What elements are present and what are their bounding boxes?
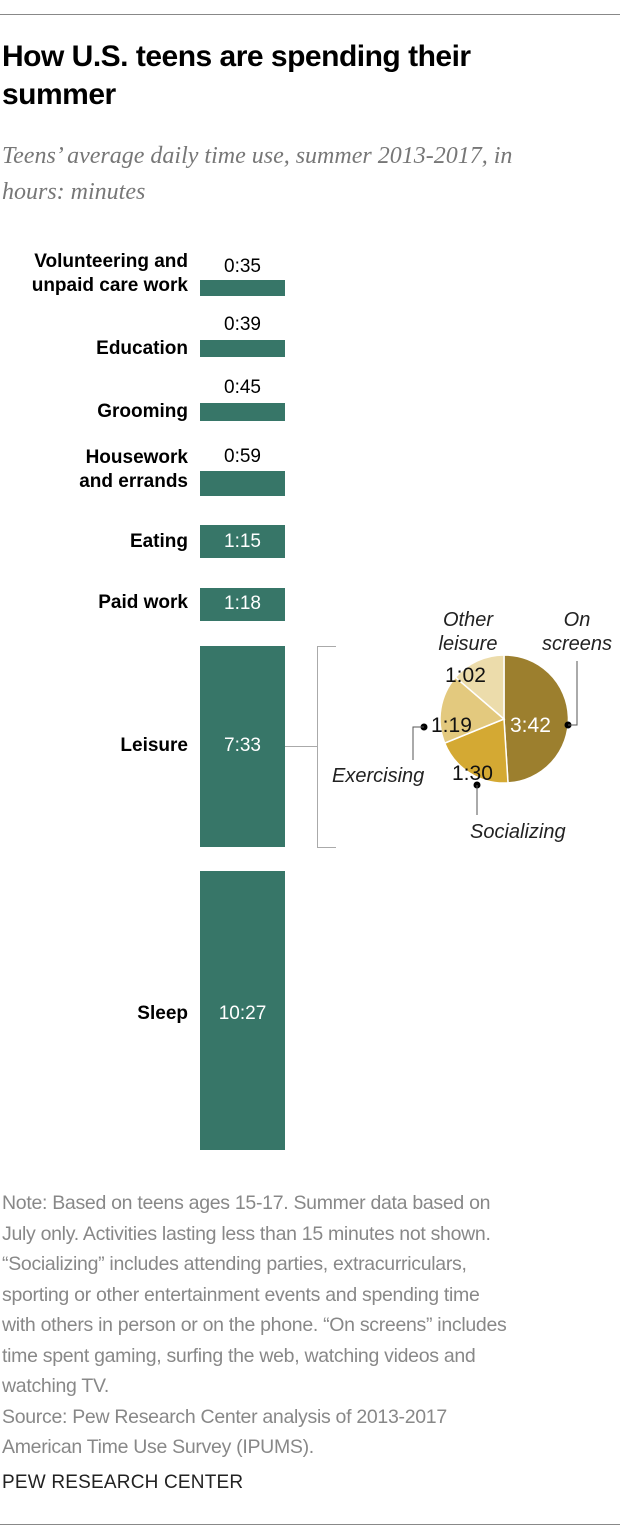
pie-slice-socializing (443, 717, 509, 784)
bar-value-eating: 1:15 (224, 531, 261, 552)
bar-housework (200, 471, 285, 496)
bar-value-volunteering: 0:35 (224, 256, 261, 277)
bar-eating (200, 525, 285, 558)
bar-value-leisure: 7:33 (224, 735, 261, 756)
bar-volunteering (200, 280, 285, 296)
bar-leisure (200, 646, 285, 847)
leader-exercising (412, 723, 428, 760)
pie-value-on-screens: 3:42 (510, 714, 551, 737)
bar-education (200, 340, 285, 357)
leisure-bracket (317, 646, 336, 848)
pie-value-other-leisure: 1:02 (445, 664, 486, 687)
bar-value-grooming: 0:45 (224, 377, 261, 398)
top-rule (0, 14, 620, 15)
bottom-rule (0, 1524, 620, 1525)
pie-slice-exercising (439, 676, 506, 745)
leisure-connector (285, 746, 317, 747)
pie-slice-on-screens (503, 654, 570, 784)
source-line-2: American Time Use Survey (IPUMS). (2, 1436, 314, 1458)
leader-socializing (473, 781, 481, 815)
bar-value-education: 0:39 (224, 314, 261, 335)
leader-on-screens (564, 661, 578, 729)
bar-sleep (200, 871, 285, 1150)
bar-label-grooming: Grooming (97, 401, 188, 422)
bar-label-education: Education (96, 338, 188, 359)
bar-label-volunteering: Volunteering and unpaid care work (31, 251, 188, 296)
bar-label-housework: Housework and errands (79, 447, 188, 492)
bar-label-sleep: Sleep (137, 1003, 188, 1024)
bar-label-leisure: Leisure (120, 735, 188, 756)
bar-value-paid-work: 1:18 (224, 593, 261, 614)
bar-label-paid-work: Paid work (98, 592, 188, 613)
bar-value-housework: 0:59 (224, 446, 261, 467)
chart-title: How U.S. teens are spending their summer (2, 40, 471, 111)
pie-value-socializing: 1:30 (452, 762, 493, 785)
pie-value-exercising: 1:19 (431, 714, 472, 737)
pie-label-socializing: Socializing (470, 821, 566, 843)
pie-slice-other-leisure (454, 654, 505, 721)
bar-value-sleep: 10:27 (218, 1003, 267, 1024)
source-line-1: Source: Pew Research Center analysis of … (2, 1405, 447, 1428)
pie-label-other-leisure: Other leisure (438, 609, 498, 655)
pie-label-on-screens: On screens (541, 609, 613, 655)
bar-label-eating: Eating (129, 531, 188, 552)
chart-subtitle: Teens’ average daily time use, summer 20… (2, 143, 513, 205)
brand-logo-text: PEW RESEARCH CENTER (2, 1472, 244, 1493)
bar-grooming (200, 403, 285, 421)
bar-paid-work (200, 588, 285, 621)
footnote: Note: Based on teens ages 15-17. Summer … (2, 1188, 618, 1463)
pie-label-exercising: Exercising (332, 765, 425, 787)
